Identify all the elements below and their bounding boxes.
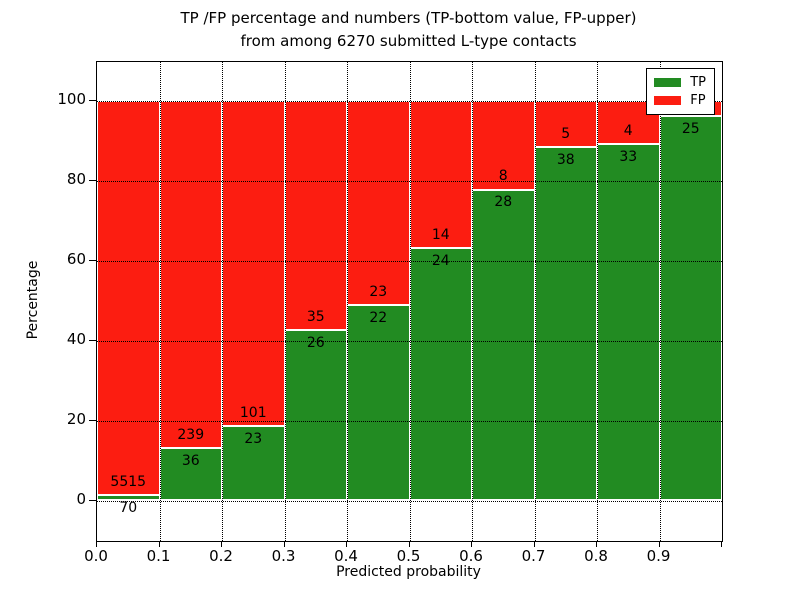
fp-legend-label: FP (690, 93, 706, 108)
tp-bar-segment (409, 248, 472, 501)
x-tick-mark (283, 541, 285, 547)
tp-count-label: 22 (369, 309, 388, 326)
x-tick-label: 0.7 (521, 547, 546, 565)
tp-count-label: 36 (181, 452, 200, 469)
tp-count-label: 26 (306, 334, 325, 351)
x-tick-mark (346, 541, 347, 547)
x-tick-label: 0.4 (334, 547, 358, 565)
chart-title: TP /FP percentage and numbers (TP-bottom… (96, 7, 721, 52)
legend-row-fp: FP (654, 92, 706, 109)
tp-bar-segment (97, 495, 160, 501)
x-axis-label: Predicted probability (336, 564, 481, 580)
fp-bar-segment (222, 101, 285, 427)
fp-count-label: 5515 (110, 473, 147, 490)
x-tick-mark (221, 541, 222, 547)
legend-row-tp: TP (654, 74, 706, 91)
tp-legend-label: TP (690, 75, 706, 90)
y-tick-mark (89, 100, 96, 101)
fp-count-label: 4 (623, 122, 633, 139)
fp-bar-segment (159, 101, 222, 449)
horizontal-gridline (97, 340, 722, 342)
fp-count-label: 239 (177, 426, 205, 443)
y-axis-label: Percentage (25, 260, 41, 340)
fp-bar-segment (472, 101, 535, 190)
fp-legend-swatch (654, 96, 682, 105)
vertical-gridline (659, 62, 661, 541)
x-tick-mark (721, 541, 722, 547)
x-tick-mark (96, 541, 97, 547)
x-tick-mark (408, 541, 410, 547)
horizontal-gridline (97, 180, 722, 182)
y-tick-label: 40 (66, 329, 86, 348)
y-tick-mark (89, 499, 96, 501)
vertical-gridline (534, 62, 536, 541)
x-tick-mark (158, 541, 160, 547)
tp-count-label: 28 (494, 194, 513, 211)
x-tick-label: 0.8 (584, 547, 608, 565)
tp-bar-segment (659, 116, 722, 501)
chart-title-line1: TP /FP percentage and numbers (TP-bottom… (180, 9, 637, 27)
tp-bar-segment (597, 144, 660, 501)
x-tick-label: 0.3 (271, 547, 296, 565)
y-tick-label: 60 (66, 249, 86, 268)
horizontal-gridline (97, 500, 722, 502)
vertical-gridline (159, 62, 161, 541)
y-tick-label: 20 (66, 409, 86, 428)
vertical-gridline (472, 62, 473, 541)
tp-count-label: 24 (431, 252, 450, 269)
tp-count-label: 23 (244, 430, 263, 447)
tp-bar-segment (222, 426, 285, 501)
fp-count-label: 23 (369, 283, 388, 300)
vertical-gridline (222, 62, 223, 541)
fp-count-label: 35 (306, 308, 325, 325)
horizontal-gridline (97, 260, 722, 262)
fp-count-label: 14 (431, 226, 450, 243)
y-tick-label: 80 (66, 169, 86, 188)
plot-area: 5515702393610123352623221424828538433125… (96, 61, 723, 542)
fp-count-label: 101 (239, 404, 267, 421)
horizontal-gridline (97, 420, 722, 422)
vertical-gridline (347, 62, 348, 541)
legend: TP FP (646, 68, 715, 115)
x-tick-mark (471, 541, 472, 547)
fp-bar-segment (284, 101, 347, 331)
tp-bar-segment (284, 330, 347, 501)
tp-count-label: 38 (556, 151, 575, 168)
vertical-gridline (597, 62, 598, 541)
y-tick-label: 100 (57, 90, 86, 109)
y-tick-label: 0 (76, 489, 86, 508)
x-tick-label: 0.2 (209, 547, 233, 565)
x-tick-mark (658, 541, 660, 547)
tp-bar-segment (534, 147, 597, 501)
x-tick-label: 0.0 (84, 547, 108, 565)
tp-count-label: 25 (681, 120, 700, 137)
tp-legend-swatch (654, 78, 682, 87)
y-tick-mark (89, 419, 96, 421)
y-tick-mark (89, 339, 96, 341)
fp-bar-segment (409, 101, 472, 249)
y-tick-mark (89, 259, 96, 261)
horizontal-gridline (97, 101, 722, 102)
fp-bar-segment (97, 101, 160, 496)
fp-bar-segment (347, 101, 410, 306)
fp-count-label: 5 (561, 125, 571, 142)
x-tick-label: 0.5 (396, 547, 421, 565)
tp-bar-segment (347, 305, 410, 501)
tp-bar-segment (472, 189, 535, 501)
vertical-gridline (284, 62, 286, 541)
tp-count-label: 33 (619, 148, 638, 165)
x-tick-label: 0.6 (459, 547, 483, 565)
x-tick-mark (533, 541, 535, 547)
vertical-gridline (409, 62, 411, 541)
y-tick-mark (89, 179, 96, 181)
x-tick-label: 0.1 (146, 547, 171, 565)
fp-count-label: 8 (498, 168, 508, 185)
x-tick-label: 0.9 (646, 547, 671, 565)
x-tick-mark (596, 541, 597, 547)
tp-count-label: 70 (119, 499, 138, 516)
chart-title-line2: from among 6270 submitted L-type contact… (240, 31, 577, 50)
